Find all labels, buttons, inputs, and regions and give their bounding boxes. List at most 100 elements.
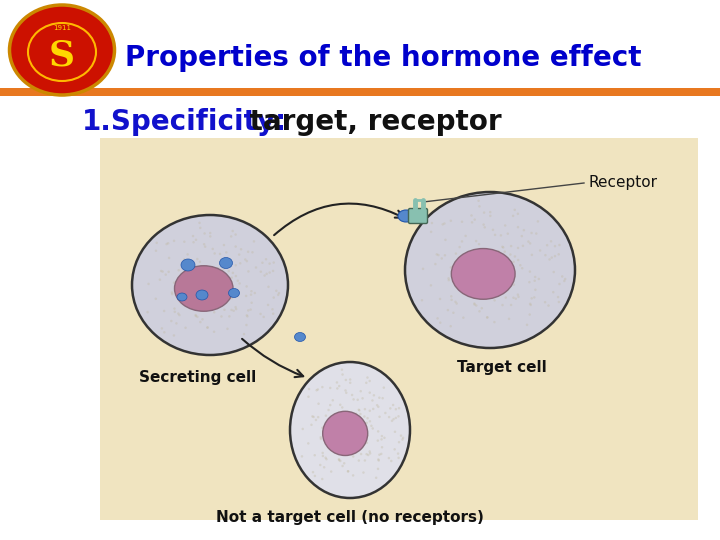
Ellipse shape — [336, 428, 339, 430]
Ellipse shape — [199, 272, 202, 274]
Ellipse shape — [177, 269, 180, 272]
Ellipse shape — [221, 291, 223, 293]
Ellipse shape — [132, 215, 288, 355]
Ellipse shape — [395, 408, 397, 410]
Ellipse shape — [362, 443, 365, 446]
Ellipse shape — [397, 441, 400, 443]
Ellipse shape — [235, 264, 237, 266]
Ellipse shape — [360, 453, 362, 455]
Ellipse shape — [329, 404, 331, 406]
Ellipse shape — [228, 262, 230, 265]
Ellipse shape — [380, 438, 383, 441]
Ellipse shape — [212, 248, 214, 250]
Ellipse shape — [489, 214, 492, 217]
Ellipse shape — [206, 282, 209, 285]
Ellipse shape — [475, 304, 477, 307]
Ellipse shape — [315, 389, 318, 392]
Ellipse shape — [235, 275, 237, 278]
Ellipse shape — [198, 221, 201, 224]
Ellipse shape — [222, 267, 225, 270]
Ellipse shape — [265, 258, 267, 260]
Ellipse shape — [321, 451, 324, 454]
Ellipse shape — [381, 446, 383, 449]
Ellipse shape — [478, 205, 481, 207]
Ellipse shape — [451, 299, 453, 301]
Ellipse shape — [366, 376, 369, 379]
Ellipse shape — [533, 296, 536, 299]
Ellipse shape — [171, 291, 174, 294]
Ellipse shape — [464, 235, 467, 237]
Ellipse shape — [485, 276, 487, 279]
Ellipse shape — [186, 253, 189, 255]
Ellipse shape — [226, 282, 228, 285]
Ellipse shape — [464, 266, 466, 269]
Ellipse shape — [344, 439, 347, 442]
Ellipse shape — [366, 442, 368, 444]
Ellipse shape — [198, 268, 200, 271]
Ellipse shape — [339, 460, 341, 462]
Ellipse shape — [504, 224, 506, 227]
Ellipse shape — [547, 305, 550, 307]
Ellipse shape — [497, 255, 500, 258]
Ellipse shape — [156, 241, 158, 244]
Ellipse shape — [561, 275, 564, 278]
Ellipse shape — [347, 470, 349, 472]
Ellipse shape — [219, 297, 221, 300]
Ellipse shape — [523, 229, 525, 232]
Ellipse shape — [501, 269, 504, 272]
Ellipse shape — [194, 315, 197, 318]
Ellipse shape — [344, 426, 346, 429]
Ellipse shape — [350, 415, 353, 418]
Ellipse shape — [538, 278, 540, 280]
Ellipse shape — [522, 245, 524, 247]
Ellipse shape — [253, 240, 255, 242]
Ellipse shape — [226, 280, 229, 282]
Ellipse shape — [166, 243, 168, 245]
Ellipse shape — [499, 265, 501, 267]
Bar — [100, 138, 698, 520]
Ellipse shape — [369, 450, 371, 453]
Ellipse shape — [234, 233, 237, 236]
Ellipse shape — [343, 462, 346, 464]
Ellipse shape — [481, 294, 484, 296]
Ellipse shape — [325, 456, 327, 459]
Ellipse shape — [342, 448, 345, 450]
Ellipse shape — [450, 295, 453, 298]
Ellipse shape — [164, 273, 167, 276]
Ellipse shape — [548, 258, 551, 261]
Ellipse shape — [330, 470, 333, 473]
Ellipse shape — [240, 248, 243, 251]
Ellipse shape — [480, 262, 483, 265]
Ellipse shape — [202, 281, 205, 284]
Ellipse shape — [210, 285, 212, 287]
Ellipse shape — [422, 267, 424, 270]
Ellipse shape — [430, 231, 433, 233]
Ellipse shape — [246, 285, 248, 288]
Ellipse shape — [290, 362, 410, 498]
Ellipse shape — [202, 275, 205, 278]
Ellipse shape — [204, 246, 207, 248]
Ellipse shape — [482, 281, 485, 284]
Text: Target cell: Target cell — [457, 360, 547, 375]
Ellipse shape — [501, 304, 504, 306]
Ellipse shape — [148, 282, 150, 285]
Ellipse shape — [201, 275, 204, 277]
Ellipse shape — [313, 454, 316, 456]
Text: 1911: 1911 — [53, 25, 71, 31]
Ellipse shape — [492, 228, 494, 231]
Ellipse shape — [174, 266, 233, 311]
Ellipse shape — [475, 240, 477, 242]
Ellipse shape — [319, 464, 322, 466]
Ellipse shape — [490, 264, 492, 266]
Ellipse shape — [220, 258, 233, 268]
Ellipse shape — [362, 471, 365, 474]
Ellipse shape — [362, 427, 364, 430]
Ellipse shape — [204, 269, 207, 272]
Ellipse shape — [328, 409, 330, 411]
Ellipse shape — [200, 303, 202, 306]
Ellipse shape — [234, 306, 237, 308]
Ellipse shape — [201, 278, 204, 280]
Ellipse shape — [177, 312, 179, 315]
Ellipse shape — [206, 295, 209, 298]
Ellipse shape — [439, 321, 441, 324]
